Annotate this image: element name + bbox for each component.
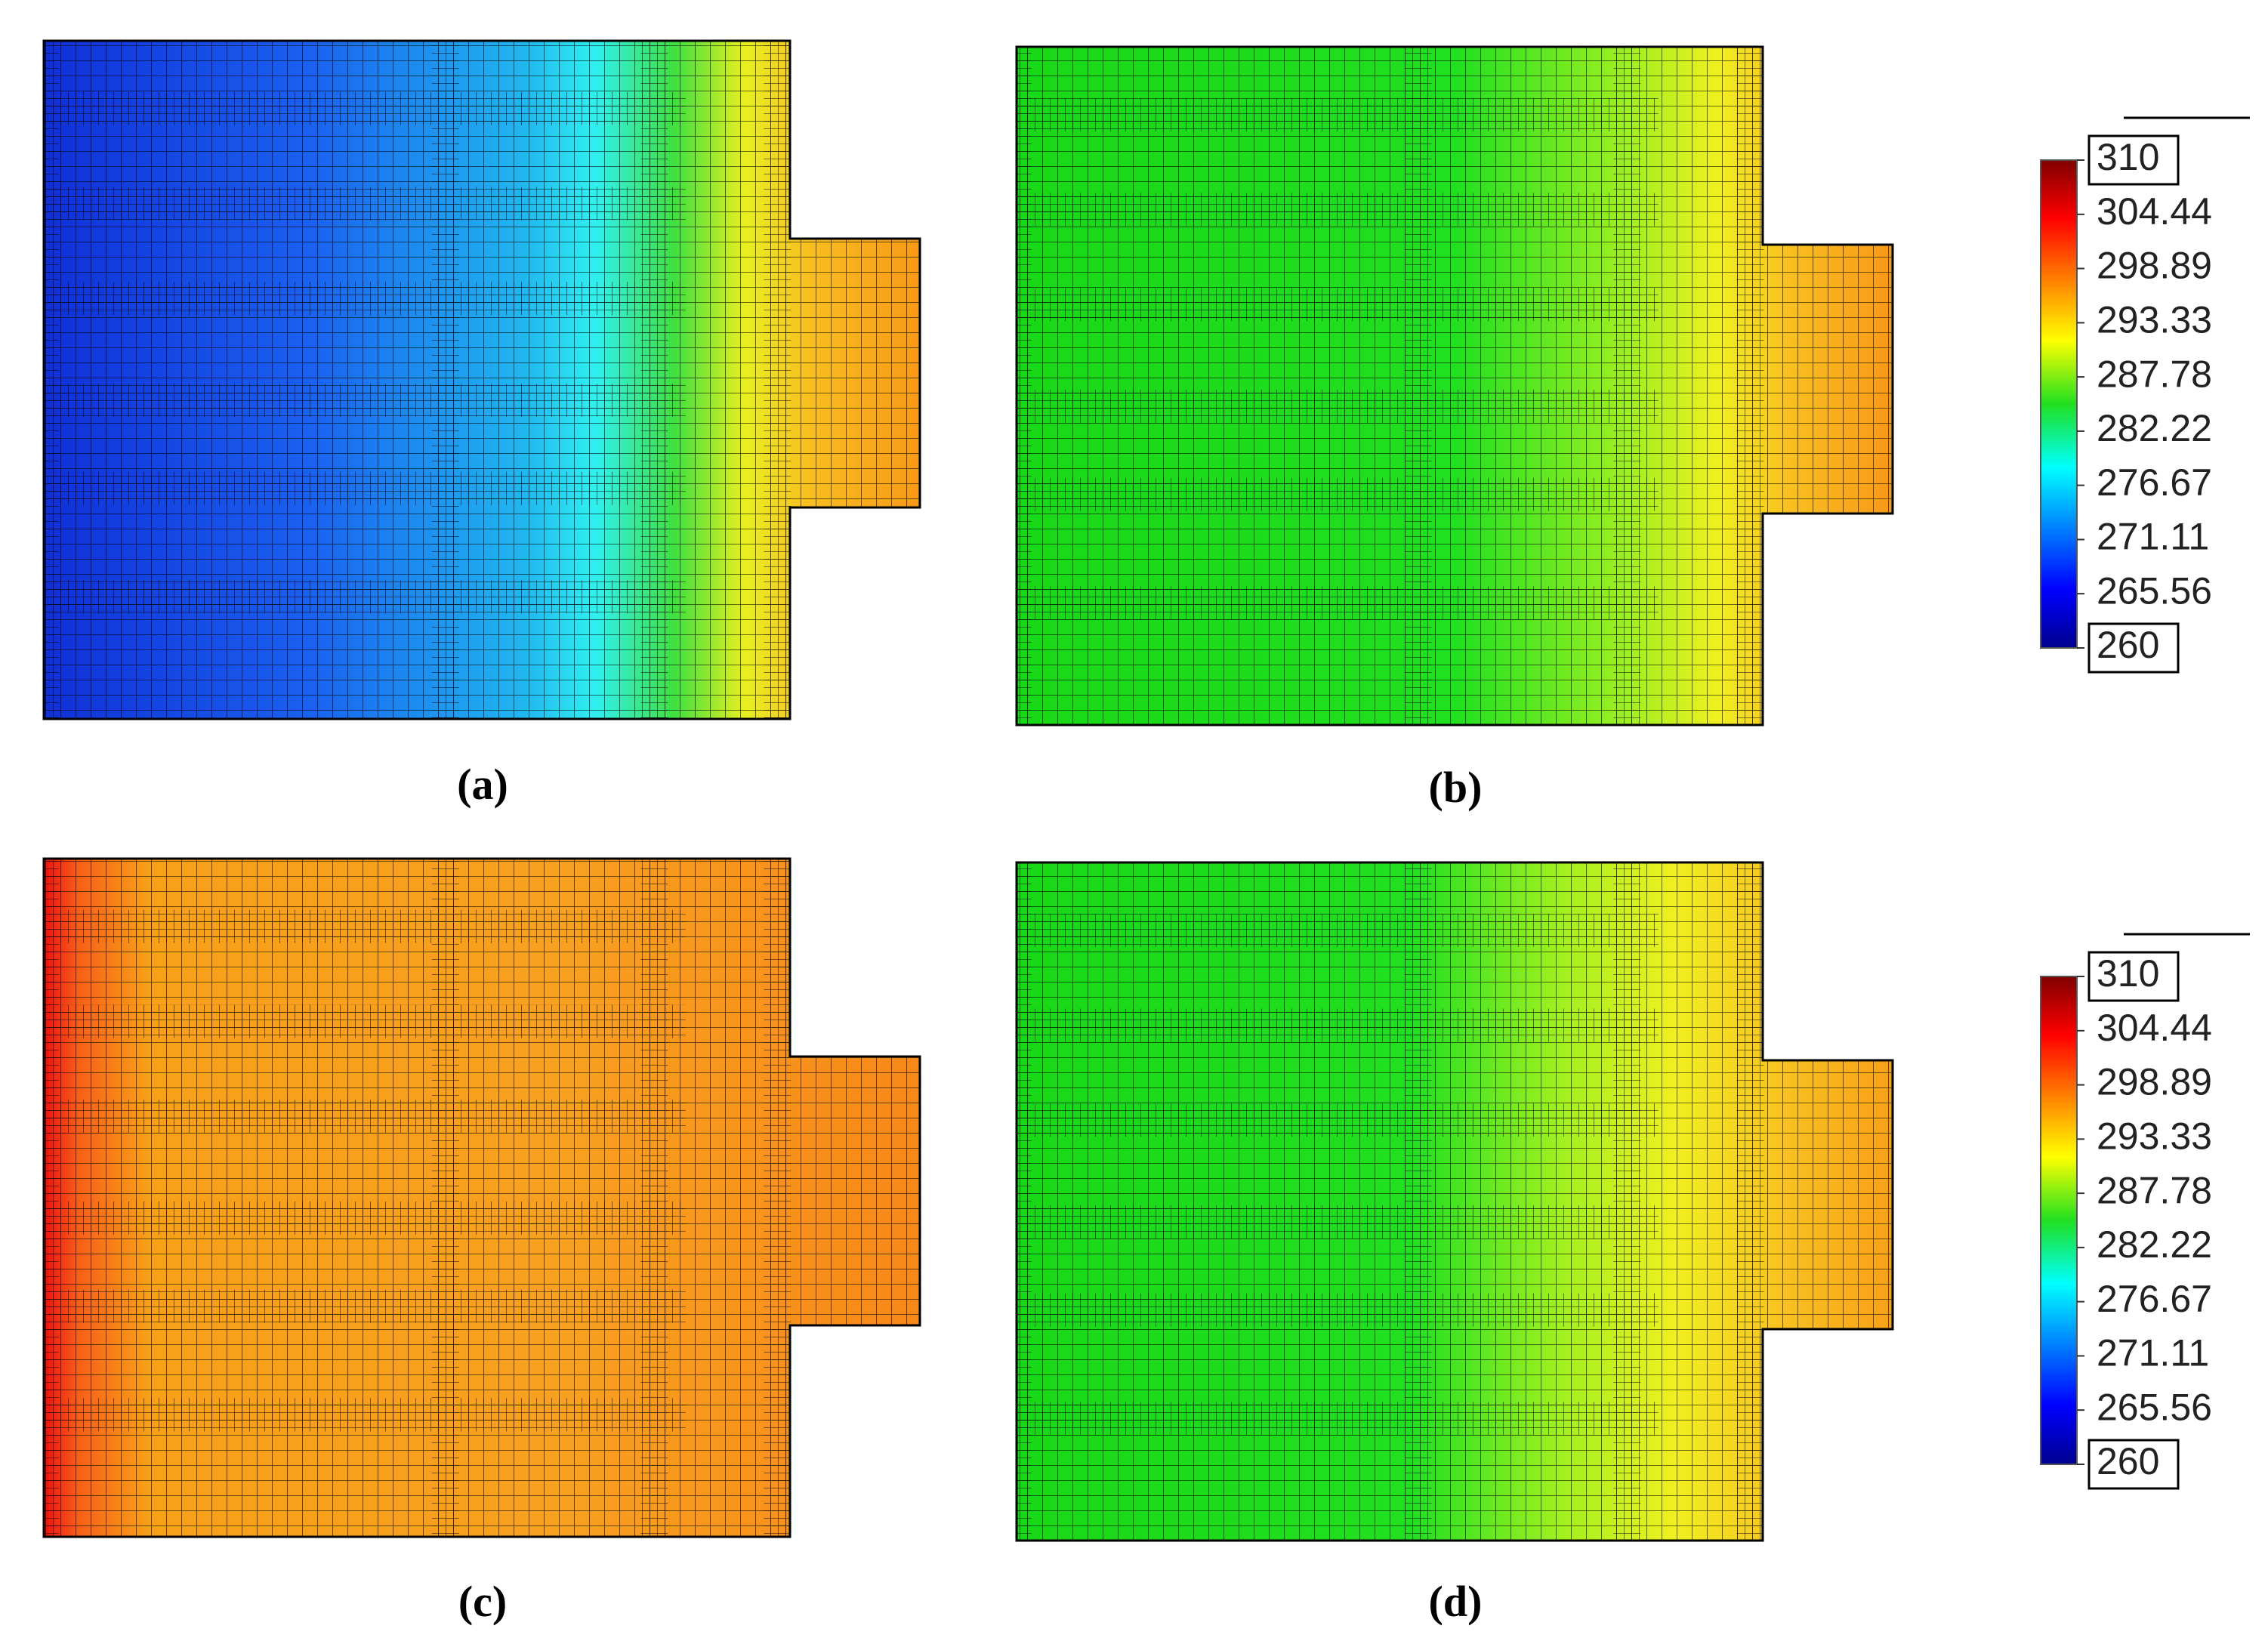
- contour-panel: [1015, 861, 1894, 1542]
- panel-label: (a): [457, 760, 508, 809]
- tick-box: [2087, 1439, 2180, 1490]
- mesh-band: [1017, 288, 1659, 322]
- colorbar: 310 304.44 298.89 293.33 287.78 282.22 276.67 2…: [2040, 116, 2250, 674]
- tick-box: [2087, 951, 2180, 1002]
- panel-outline: [1015, 861, 1894, 1542]
- mesh-band: [431, 41, 459, 719]
- tick-box: [2087, 134, 2180, 186]
- tick-label: 298.89: [2097, 1061, 2212, 1103]
- mesh-band: [44, 282, 686, 316]
- mesh-band: [1017, 389, 1659, 423]
- mesh-band: [1017, 193, 1659, 227]
- panel-label: (c): [458, 1577, 507, 1626]
- tick-label: 304.44: [2097, 1007, 2212, 1049]
- mesh-band: [640, 41, 668, 719]
- mesh-band: [1017, 586, 1659, 620]
- tick-label: 276.67: [2097, 461, 2212, 504]
- contour-panel: [1015, 45, 1894, 726]
- mesh-band: [44, 580, 686, 614]
- tick-label: 298.89: [2097, 245, 2212, 287]
- panel-label: (b): [1429, 763, 1483, 812]
- colorbar-scale: [2040, 976, 2078, 1465]
- panel-label: (d): [1429, 1577, 1483, 1626]
- tick-label: 293.33: [2097, 299, 2212, 341]
- mesh-band: [1017, 1402, 1659, 1436]
- panel-outline: [42, 857, 921, 1538]
- mesh-band: [44, 471, 686, 505]
- mesh-band: [1017, 477, 1659, 511]
- mesh-band: [1017, 1103, 1659, 1137]
- mesh-band: [1404, 862, 1432, 1541]
- mesh-band: [1613, 862, 1641, 1541]
- tick-label: 260: [2097, 1440, 2159, 1482]
- colorbar: 310 304.44 298.89 293.33 287.78 282.22 276.67 2…: [2040, 933, 2250, 1490]
- tick-label: 287.78: [2097, 1169, 2212, 1211]
- tick-label: 276.67: [2097, 1278, 2212, 1320]
- mesh-band: [44, 909, 686, 943]
- mesh-band: [44, 1289, 686, 1323]
- tick-label: 265.56: [2097, 569, 2212, 612]
- tick-label: 293.33: [2097, 1115, 2212, 1158]
- tick-label: 260: [2097, 624, 2159, 666]
- tick-label: 287.78: [2097, 353, 2212, 395]
- tick-label: 271.11: [2097, 516, 2209, 558]
- mesh-band: [1017, 1205, 1659, 1239]
- mesh-band: [1017, 862, 1032, 1541]
- panel-outline: [42, 39, 921, 720]
- contour-panel: [42, 857, 921, 1538]
- contour-panel: [42, 39, 921, 720]
- mesh-band: [431, 859, 459, 1537]
- tick-label: 271.11: [2097, 1332, 2209, 1374]
- mesh-band: [1404, 47, 1432, 725]
- mesh-band: [1017, 1293, 1659, 1327]
- mesh-band: [1736, 862, 1764, 1541]
- mesh-band: [44, 1100, 686, 1134]
- mesh-band: [44, 1201, 686, 1235]
- panel-outline: [1015, 45, 1894, 726]
- mesh-band: [44, 187, 686, 221]
- mesh-band: [44, 41, 59, 719]
- mesh-band: [1613, 47, 1641, 725]
- mesh-band: [1017, 47, 1032, 725]
- mesh-band: [1736, 47, 1764, 725]
- tick-label: 310: [2097, 136, 2159, 178]
- tick-label: 265.56: [2097, 1386, 2212, 1428]
- mesh-band: [44, 859, 59, 1537]
- mesh-band: [640, 859, 668, 1537]
- mesh-band: [44, 1398, 686, 1432]
- mesh-band: [1017, 97, 1659, 131]
- mesh-band: [1017, 913, 1659, 947]
- tick-label: 310: [2097, 952, 2159, 995]
- mesh-band: [44, 91, 686, 125]
- mesh-band: [44, 383, 686, 417]
- tick-label: 304.44: [2097, 190, 2212, 233]
- mesh-band: [764, 41, 791, 719]
- tick-box: [2087, 622, 2180, 674]
- mesh-band: [764, 859, 791, 1537]
- mesh-band: [44, 1004, 686, 1038]
- tick-label: 282.22: [2097, 407, 2212, 449]
- mesh-band: [1017, 1008, 1659, 1042]
- tick-label: 282.22: [2097, 1223, 2212, 1266]
- colorbar-scale: [2040, 159, 2078, 649]
